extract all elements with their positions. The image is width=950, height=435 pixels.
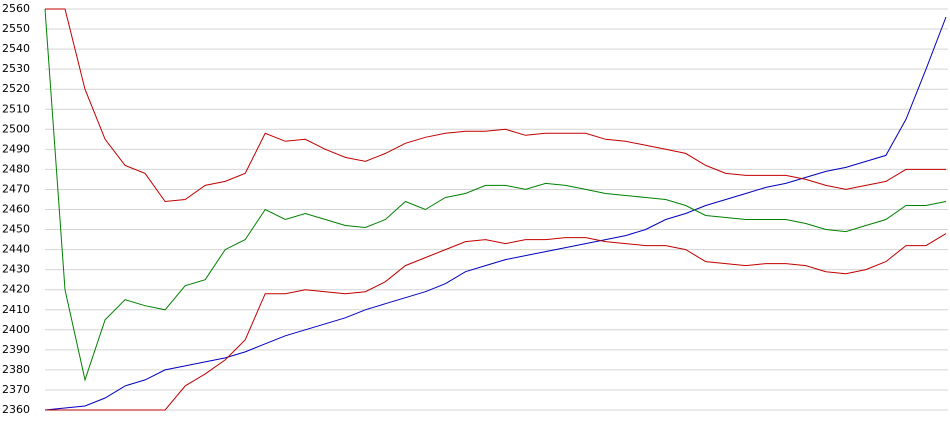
y-tick-label: 2370 [2, 383, 30, 396]
y-tick-label: 2530 [2, 62, 30, 75]
y-tick-label: 2450 [2, 223, 30, 236]
series-line [45, 8, 946, 203]
series-line [45, 233, 947, 411]
y-tick-label: 2520 [2, 82, 30, 95]
y-tick-label: 2400 [2, 323, 30, 336]
y-tick-label: 2490 [2, 142, 30, 155]
series-line [44, 16, 947, 411]
series-line [44, 8, 947, 382]
y-tick-label: 2480 [2, 162, 30, 175]
y-tick-label: 2560 [2, 2, 30, 15]
y-tick-label: 2470 [2, 182, 30, 195]
y-tick-label: 2410 [2, 303, 30, 316]
y-tick-label: 2420 [2, 283, 30, 296]
y-tick-label: 2550 [2, 22, 30, 35]
y-tick-label: 2430 [2, 263, 30, 276]
y-tick-label: 2500 [2, 122, 30, 135]
y-tick-label: 2360 [2, 403, 30, 416]
y-tick-label: 2460 [2, 203, 30, 216]
y-tick-label: 2390 [2, 343, 30, 356]
y-tick-label: 2540 [2, 42, 30, 55]
y-tick-label: 2440 [2, 243, 30, 256]
y-tick-label: 2380 [2, 363, 30, 376]
y-tick-label: 2510 [2, 102, 30, 115]
